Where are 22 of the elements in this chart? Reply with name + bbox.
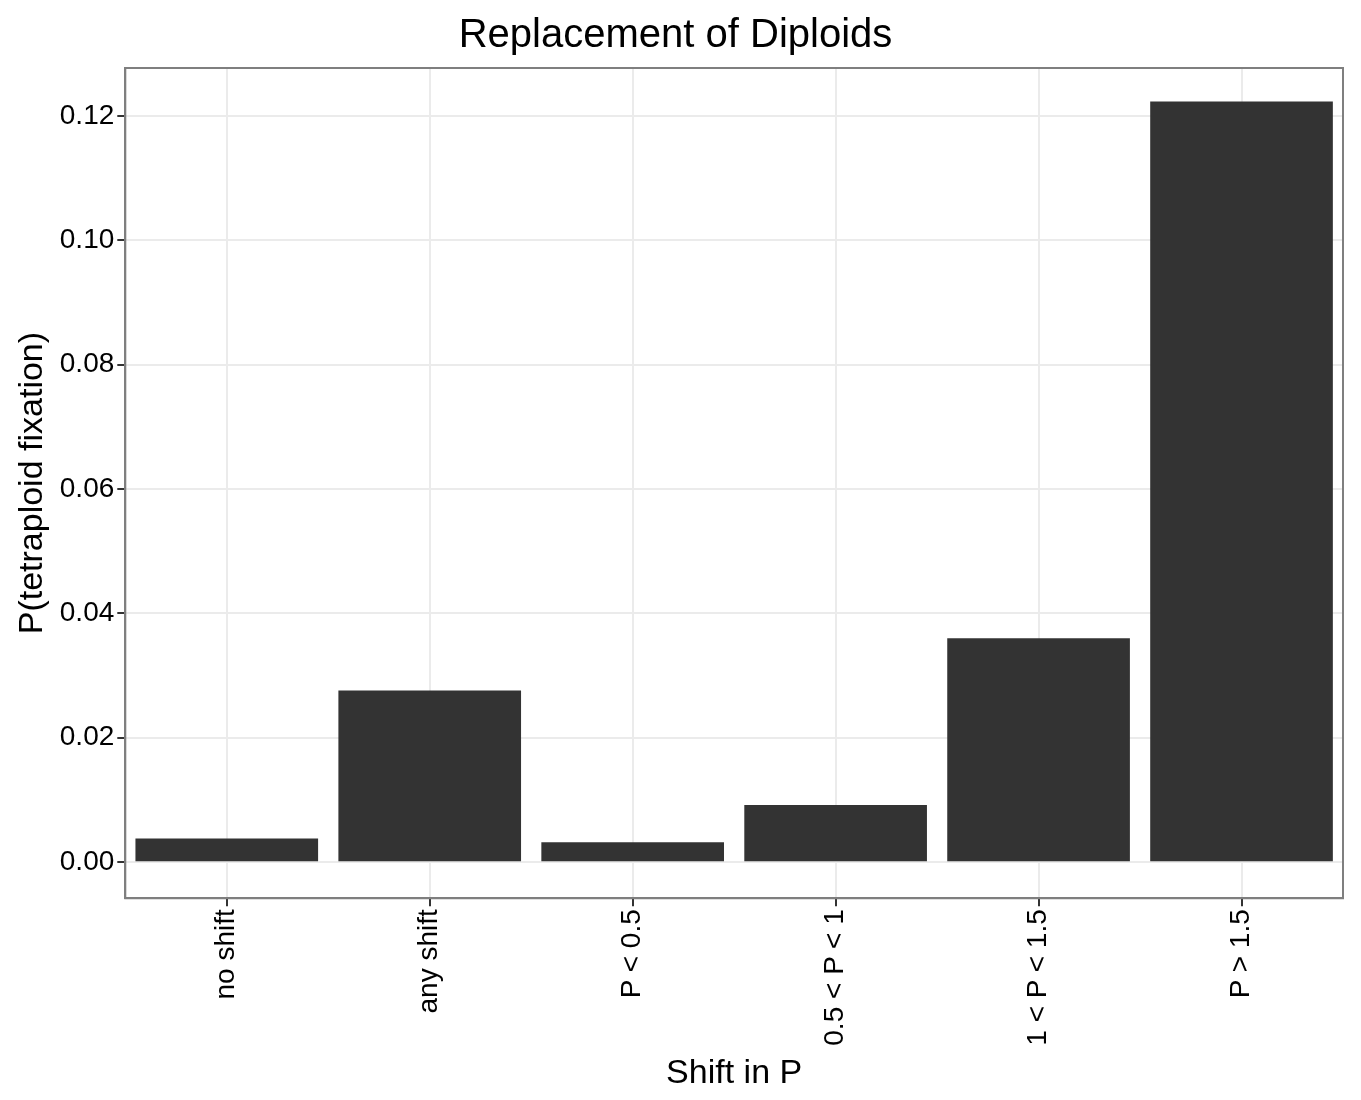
y-tick-label: 0.08 <box>59 347 115 379</box>
y-tick-label: 0.12 <box>59 98 115 130</box>
y-tick-label: 0.00 <box>59 844 115 876</box>
x-tick-label: P > 1.5 <box>1224 909 1256 999</box>
y-tick-label: 0.06 <box>59 471 115 503</box>
y-tick-label: 0.10 <box>59 222 115 254</box>
bar <box>947 638 1130 862</box>
bar <box>744 804 927 862</box>
bar <box>338 690 522 862</box>
x-tick-label: 1 < P < 1.5 <box>1021 909 1053 1046</box>
bar <box>1150 101 1333 862</box>
y-tick-label: 0.04 <box>59 596 115 628</box>
bar <box>541 842 724 862</box>
x-tick-label: P < 0.5 <box>615 909 647 999</box>
x-tick-label: no shift <box>209 908 241 1000</box>
x-tick-label: any shift <box>412 908 444 1014</box>
y-tick-label: 0.02 <box>59 720 115 752</box>
bar <box>135 838 319 862</box>
y-axis-title: P(tetraploid fixation) <box>10 331 49 635</box>
x-tick-label: 0.5 < P < 1 <box>818 909 850 1046</box>
chart-title: Replacement of Diploids <box>458 11 893 56</box>
x-axis-title: Shift in P <box>666 1051 803 1090</box>
